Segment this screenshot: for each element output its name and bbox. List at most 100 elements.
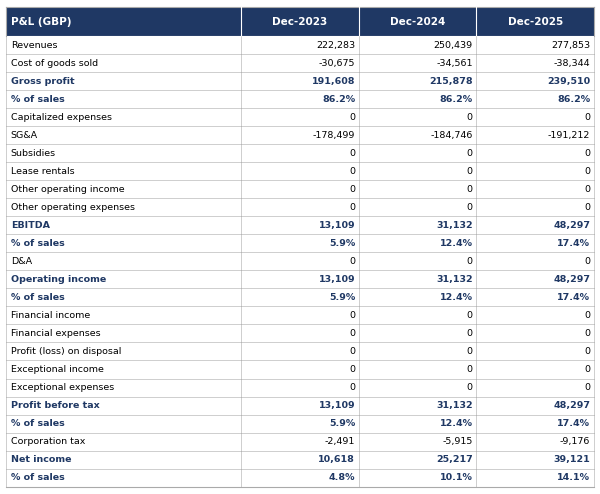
Text: 0: 0 xyxy=(584,329,590,338)
Bar xyxy=(6,108,594,126)
Text: 5.9%: 5.9% xyxy=(329,239,355,248)
Text: 277,853: 277,853 xyxy=(551,41,590,50)
Text: -178,499: -178,499 xyxy=(313,131,355,140)
Text: Other operating expenses: Other operating expenses xyxy=(11,203,135,212)
Text: 0: 0 xyxy=(349,167,355,176)
Bar xyxy=(6,252,594,270)
Bar xyxy=(6,361,594,378)
Text: 0: 0 xyxy=(584,365,590,374)
Text: 10.1%: 10.1% xyxy=(440,473,473,482)
Text: Gross profit: Gross profit xyxy=(11,77,74,86)
Text: 13,109: 13,109 xyxy=(319,221,355,230)
Text: 13,109: 13,109 xyxy=(319,275,355,284)
Text: 17.4%: 17.4% xyxy=(557,293,590,302)
Text: 0: 0 xyxy=(467,311,473,320)
Text: Financial expenses: Financial expenses xyxy=(11,329,100,338)
Text: 0: 0 xyxy=(349,149,355,158)
Bar xyxy=(6,288,594,306)
Text: 215,878: 215,878 xyxy=(429,77,473,86)
Text: 0: 0 xyxy=(584,347,590,356)
Text: SG&A: SG&A xyxy=(11,131,38,140)
Text: 0: 0 xyxy=(349,365,355,374)
Text: 17.4%: 17.4% xyxy=(557,419,590,428)
Text: Other operating income: Other operating income xyxy=(11,185,124,194)
Text: 48,297: 48,297 xyxy=(553,275,590,284)
Text: 0: 0 xyxy=(467,329,473,338)
Text: 0: 0 xyxy=(349,347,355,356)
Text: 191,608: 191,608 xyxy=(312,77,355,86)
Text: -184,746: -184,746 xyxy=(430,131,473,140)
Text: 0: 0 xyxy=(467,383,473,392)
Bar xyxy=(6,54,594,72)
Text: 86.2%: 86.2% xyxy=(557,95,590,104)
Text: Profit (loss) on disposal: Profit (loss) on disposal xyxy=(11,347,121,356)
Text: 0: 0 xyxy=(467,185,473,194)
Bar xyxy=(6,451,594,469)
Text: 0: 0 xyxy=(584,203,590,212)
Text: EBITDA: EBITDA xyxy=(11,221,50,230)
Text: % of sales: % of sales xyxy=(11,95,65,104)
Text: Capitalized expenses: Capitalized expenses xyxy=(11,113,112,122)
Text: 17.4%: 17.4% xyxy=(557,239,590,248)
Text: % of sales: % of sales xyxy=(11,419,65,428)
Text: 0: 0 xyxy=(584,185,590,194)
Text: Net income: Net income xyxy=(11,455,71,464)
Text: 0: 0 xyxy=(584,383,590,392)
Text: -191,212: -191,212 xyxy=(548,131,590,140)
Bar xyxy=(6,7,594,36)
Text: 0: 0 xyxy=(349,113,355,122)
Text: 239,510: 239,510 xyxy=(547,77,590,86)
Text: -30,675: -30,675 xyxy=(319,59,355,68)
Text: 0: 0 xyxy=(584,167,590,176)
Text: P&L (GBP): P&L (GBP) xyxy=(11,17,71,27)
Text: 12.4%: 12.4% xyxy=(440,239,473,248)
Text: 31,132: 31,132 xyxy=(436,275,473,284)
Text: 86.2%: 86.2% xyxy=(440,95,473,104)
Text: Exceptional expenses: Exceptional expenses xyxy=(11,383,114,392)
Text: 4.8%: 4.8% xyxy=(329,473,355,482)
Text: Dec-2025: Dec-2025 xyxy=(508,17,563,27)
Text: Dec-2023: Dec-2023 xyxy=(272,17,328,27)
Text: 0: 0 xyxy=(349,383,355,392)
Text: 250,439: 250,439 xyxy=(434,41,473,50)
Text: 14.1%: 14.1% xyxy=(557,473,590,482)
Text: 0: 0 xyxy=(349,311,355,320)
Bar xyxy=(6,199,594,216)
Text: 0: 0 xyxy=(467,257,473,266)
Bar xyxy=(6,397,594,414)
Text: % of sales: % of sales xyxy=(11,239,65,248)
Text: D&A: D&A xyxy=(11,257,32,266)
Bar xyxy=(6,306,594,325)
Text: -5,915: -5,915 xyxy=(442,437,473,446)
Bar xyxy=(6,144,594,163)
Text: Dec-2024: Dec-2024 xyxy=(390,17,445,27)
Bar xyxy=(6,163,594,180)
Bar xyxy=(6,216,594,234)
Text: 48,297: 48,297 xyxy=(553,221,590,230)
Text: Financial income: Financial income xyxy=(11,311,90,320)
Text: 0: 0 xyxy=(467,167,473,176)
Text: -2,491: -2,491 xyxy=(325,437,355,446)
Text: 39,121: 39,121 xyxy=(554,455,590,464)
Text: 0: 0 xyxy=(349,257,355,266)
Text: Profit before tax: Profit before tax xyxy=(11,401,100,410)
Text: 5.9%: 5.9% xyxy=(329,419,355,428)
Text: 86.2%: 86.2% xyxy=(322,95,355,104)
Text: 31,132: 31,132 xyxy=(436,401,473,410)
Text: 31,132: 31,132 xyxy=(436,221,473,230)
Bar xyxy=(6,325,594,342)
Bar xyxy=(6,469,594,487)
Bar xyxy=(6,72,594,90)
Text: Lease rentals: Lease rentals xyxy=(11,167,74,176)
Text: % of sales: % of sales xyxy=(11,473,65,482)
Bar xyxy=(6,126,594,144)
Text: 0: 0 xyxy=(349,203,355,212)
Text: Subsidies: Subsidies xyxy=(11,149,56,158)
Bar xyxy=(6,270,594,288)
Text: Exceptional income: Exceptional income xyxy=(11,365,104,374)
Text: 0: 0 xyxy=(349,185,355,194)
Text: 10,618: 10,618 xyxy=(319,455,355,464)
Text: Cost of goods sold: Cost of goods sold xyxy=(11,59,98,68)
Bar xyxy=(6,180,594,199)
Bar xyxy=(6,414,594,433)
